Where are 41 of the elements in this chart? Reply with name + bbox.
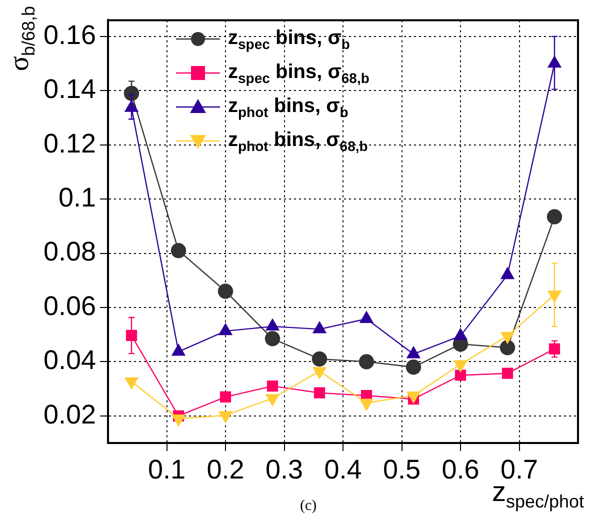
y-tick-label: 0.1: [58, 182, 96, 213]
text: (c): [300, 498, 317, 515]
x-tick-label: 0.2: [206, 454, 244, 485]
x-tick-label: 0.5: [382, 454, 421, 485]
x-tick-label: 0.1: [148, 454, 186, 485]
point: [172, 414, 186, 426]
y-tick-label: 0.12: [43, 128, 96, 158]
x-tick-label: 0.3: [265, 454, 304, 485]
point: [406, 360, 422, 375]
y-tick-label: 0.16: [43, 20, 96, 50]
point: [266, 380, 278, 392]
y-tick-label: 0.08: [43, 236, 96, 267]
y-tick-label: 0.06: [43, 290, 96, 321]
point: [264, 331, 280, 346]
x-tick-label: 0.6: [442, 454, 480, 485]
legend-label: z$_{phot}$ bins, σ$_{b}$: [228, 94, 348, 120]
point: [546, 209, 562, 224]
point: [502, 368, 514, 379]
x-tick-label: 0.4: [324, 454, 362, 485]
point: [358, 354, 374, 370]
point: [548, 343, 560, 355]
point: [454, 360, 468, 372]
point: [500, 332, 514, 344]
point: [124, 377, 138, 390]
y-tick-label: 0.02: [43, 399, 96, 430]
point: [218, 284, 234, 299]
point: [312, 367, 326, 379]
y-tick-label: 0.14: [43, 74, 96, 104]
point: [312, 351, 328, 367]
legend-label: z$_{spec}$ bins, σ$_{68,b}$: [228, 60, 370, 86]
point: [454, 370, 466, 381]
point: [220, 391, 232, 402]
y-tick-label: 0.04: [43, 345, 96, 376]
point: [170, 242, 186, 258]
point: [126, 330, 138, 341]
point: [500, 340, 516, 356]
point: [218, 411, 232, 423]
point: [360, 398, 374, 410]
point: [314, 387, 326, 398]
point: [266, 394, 280, 406]
point: [406, 391, 420, 404]
